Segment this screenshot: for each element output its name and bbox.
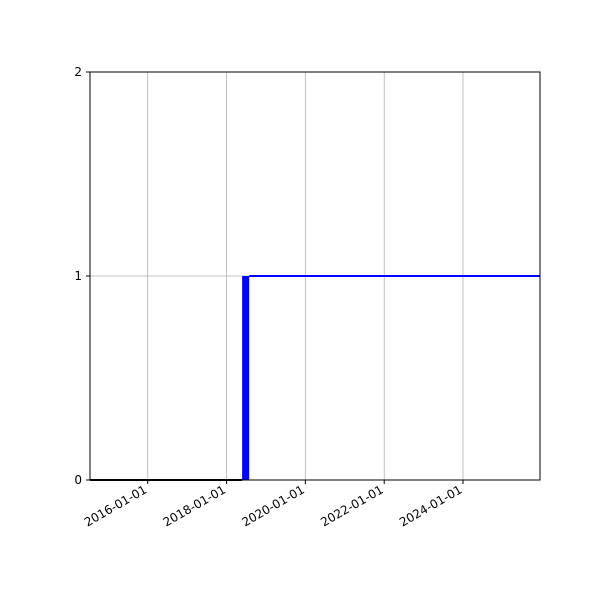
x-tick-label: 2018-01-01 — [161, 482, 228, 529]
y-tick-label: 1 — [74, 269, 82, 283]
x-tick-label: 2024-01-01 — [397, 482, 464, 529]
x-tick-label: 2016-01-01 — [82, 482, 149, 529]
fill-region — [242, 276, 250, 480]
y-tick-label: 2 — [74, 65, 82, 79]
y-tick-label: 0 — [74, 473, 82, 487]
x-tick-label: 2022-01-01 — [318, 482, 385, 529]
x-tick-label: 2020-01-01 — [239, 482, 306, 529]
